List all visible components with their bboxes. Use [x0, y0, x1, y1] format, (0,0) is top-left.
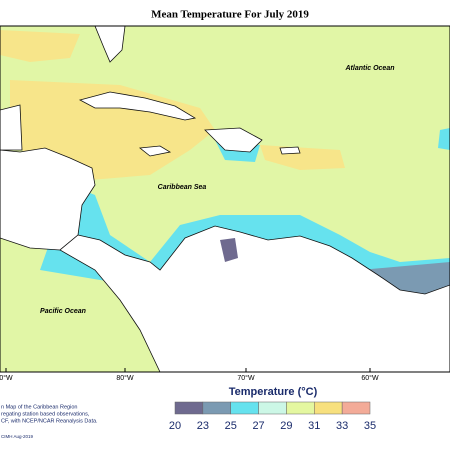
- legend-swatch: [258, 401, 287, 415]
- lon-label: 60°W: [361, 374, 379, 382]
- map-frame: [0, 25, 450, 373]
- ocean-label: Atlantic Ocean: [344, 65, 394, 72]
- legend-swatch: [230, 401, 259, 415]
- legend-swatch: [202, 401, 231, 415]
- footnote-line: CIMH Aug-2019: [1, 434, 34, 439]
- legend-tick-label: 31: [308, 420, 320, 432]
- lon-label: 0°W: [0, 374, 13, 382]
- legend-tick-label: 23: [197, 420, 209, 432]
- footnote-line: CF, with NCEP/NCAR Reanalysis Data.: [1, 418, 98, 424]
- lon-label: 80°W: [116, 374, 134, 382]
- legend-tick-label: 20: [169, 420, 181, 432]
- puerto-rico: [279, 146, 301, 155]
- sea-label: Caribbean Sea: [158, 184, 207, 191]
- legend-swatch: [314, 401, 343, 415]
- lon-label: 70°W: [237, 374, 255, 382]
- lake-area: [220, 238, 238, 262]
- map-title: Mean Temperature For July 2019: [151, 9, 309, 21]
- ocean-label: Pacific Ocean: [40, 308, 86, 315]
- legend-tick-label: 25: [225, 420, 237, 432]
- legend-tick-label: 35: [364, 420, 376, 432]
- legend-swatch: [341, 401, 371, 415]
- map: Atlantic Ocean Caribbean Sea Pacific Oce…: [0, 25, 450, 373]
- cuba: [78, 91, 197, 121]
- legend: Temperature (°C) 20 23 25 27 29 31 33 35: [169, 386, 376, 432]
- legend-swatch: [286, 401, 315, 415]
- legend-tick-label: 27: [252, 420, 264, 432]
- legend-tick-label: 29: [280, 420, 292, 432]
- longitude-labels: 0°W 80°W 70°W 60°W: [0, 368, 379, 382]
- legend-swatch: [174, 401, 204, 415]
- central-america: [0, 147, 96, 251]
- legend-title: Temperature (°C): [229, 386, 318, 398]
- footnote-line: regating station based observations,: [1, 411, 90, 417]
- south-america: [59, 225, 450, 373]
- warm-area: [0, 30, 80, 62]
- legend-tick-label: 33: [336, 420, 348, 432]
- yucatan: [0, 104, 23, 151]
- hispaniola: [204, 127, 263, 153]
- jamaica: [138, 145, 172, 157]
- cool-area: [438, 128, 450, 150]
- footnote-line: n Map of the Caribbean Region: [1, 404, 77, 410]
